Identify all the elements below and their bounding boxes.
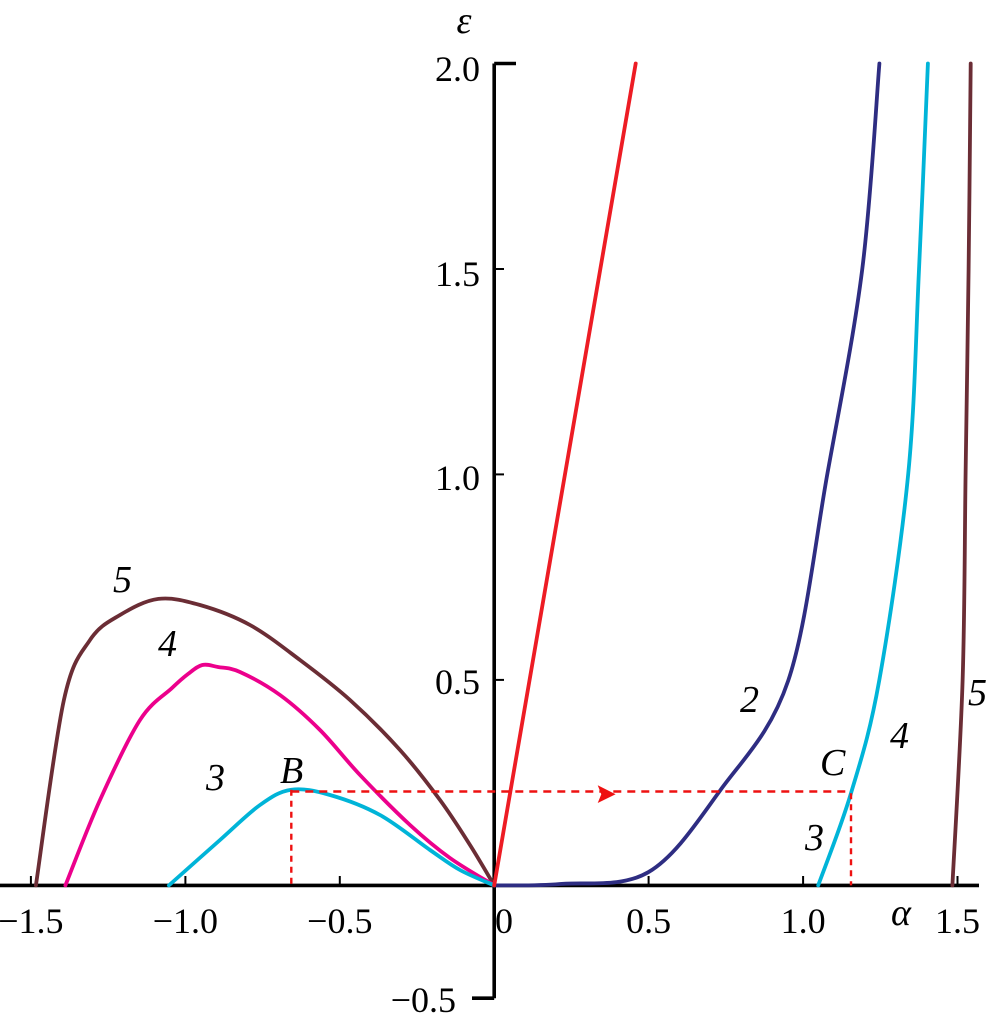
svg-text:0.5: 0.5 <box>626 901 671 941</box>
svg-text:2: 2 <box>740 679 759 721</box>
svg-text:−0.5: −0.5 <box>391 980 456 1020</box>
svg-text:−0.5: −0.5 <box>307 901 372 941</box>
svg-text:ε: ε <box>457 0 472 42</box>
svg-text:4: 4 <box>890 715 909 757</box>
svg-text:C: C <box>820 742 846 784</box>
svg-text:5: 5 <box>113 559 132 601</box>
svg-text:B: B <box>280 750 303 792</box>
svg-text:5: 5 <box>968 672 986 714</box>
svg-text:0: 0 <box>495 901 513 941</box>
svg-text:−1.5: −1.5 <box>0 901 64 941</box>
svg-text:−1.0: −1.0 <box>153 901 218 941</box>
svg-text:1.0: 1.0 <box>781 901 826 941</box>
svg-text:0.5: 0.5 <box>435 662 480 702</box>
svg-text:1.5: 1.5 <box>935 901 980 941</box>
svg-text:α: α <box>891 892 912 934</box>
svg-text:3: 3 <box>205 757 225 799</box>
svg-text:1.5: 1.5 <box>435 254 480 294</box>
svg-text:1.0: 1.0 <box>435 458 480 498</box>
svg-text:2.0: 2.0 <box>435 49 480 89</box>
svg-text:3: 3 <box>804 817 824 859</box>
svg-text:4: 4 <box>158 623 177 665</box>
